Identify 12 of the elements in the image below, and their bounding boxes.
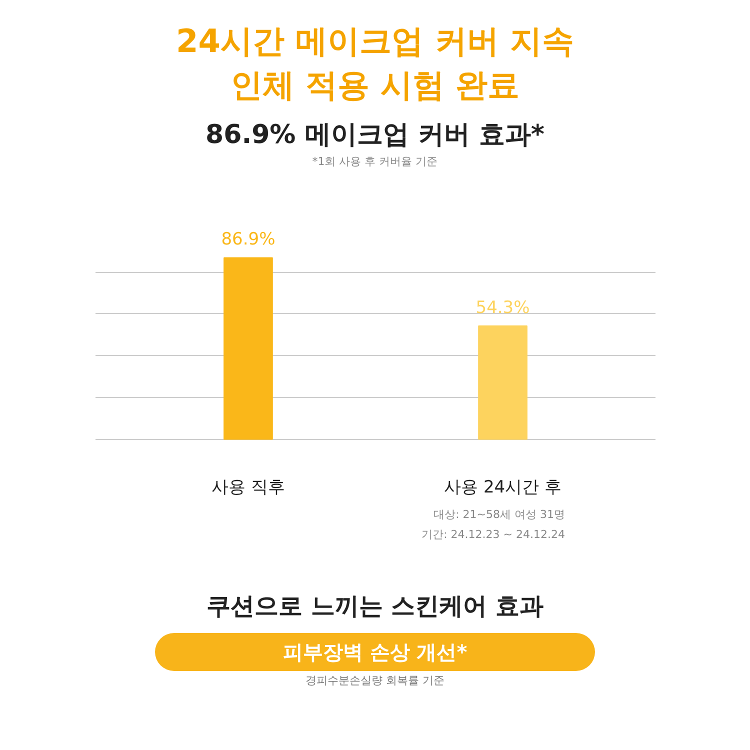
text: 쿠션으로 느끼는 스킨케어 효과 <box>205 591 545 622</box>
data-label: 86.9% <box>221 230 276 250</box>
data-label: 54.3% <box>476 298 530 318</box>
x-tick-label: 사용 24시간 후 <box>444 478 562 498</box>
chart-title: 24시간 메이크업 커버 지속 인체 적용 시험 완료 <box>175 21 575 106</box>
chart-subtitle: 86.9% 메이크업 커버 효과* <box>204 119 546 152</box>
text: 기간: 24.12.23 ~ 24.12.24 <box>420 527 565 543</box>
text: 대상: 21~58세 여성 31명 <box>432 507 565 523</box>
text: *1회 사용 후 커버율 기준 <box>311 154 439 170</box>
x-tick-label: 사용 직후 <box>212 478 285 498</box>
text: 피부장벽 손상 개선* <box>155 633 595 672</box>
text: 경피수분손실량 회복률 기준 <box>304 673 446 689</box>
